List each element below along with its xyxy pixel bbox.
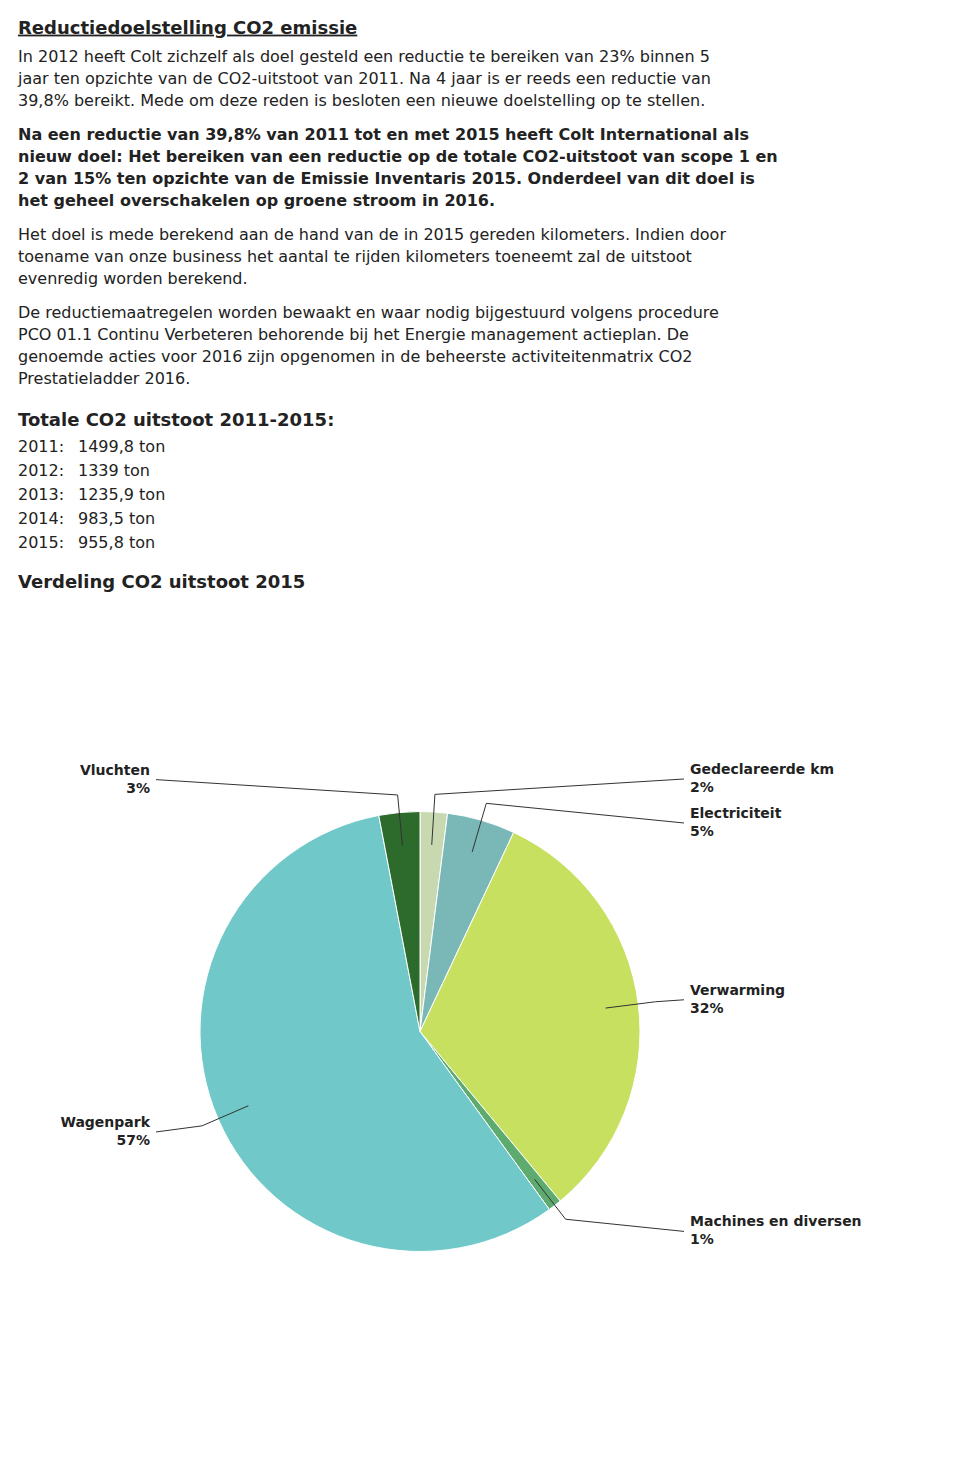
co2-year: 2015:: [18, 533, 64, 552]
paragraph-line: het geheel overschakelen op groene stroo…: [18, 191, 495, 210]
page-title: Reductiedoelstelling CO2 emissie: [18, 17, 357, 38]
paragraph-line: toename van onze business het aantal te …: [18, 247, 692, 266]
data-label: 3%: [126, 780, 150, 796]
co2-year: 2011:: [18, 437, 64, 456]
paragraph-line: nieuw doel: Het bereiken van een reducti…: [18, 147, 778, 166]
paragraph-line: 2 van 15% ten opzichte van de Emissie In…: [18, 169, 755, 188]
slice-label: Vluchten: [80, 762, 150, 778]
paragraph-line: evenredig worden berekend.: [18, 269, 248, 288]
co2-year: 2014:: [18, 509, 64, 528]
co2-year: 2013:: [18, 485, 64, 504]
leader-line: [156, 1106, 248, 1132]
paragraph-line: 39,8% bereikt. Mede om deze reden is bes…: [18, 91, 705, 110]
co2-value: 1499,8 ton: [78, 437, 165, 456]
slice-label: Electriciteit: [690, 805, 782, 821]
co2-value: 983,5 ton: [78, 509, 155, 528]
page: Reductiedoelstelling CO2 emissie In 2012 …: [0, 0, 960, 1473]
slice-label: Verwarming: [690, 982, 785, 998]
leader-line: [156, 780, 402, 846]
data-label: 1%: [690, 1231, 714, 1247]
paragraph-line: Prestatieladder 2016.: [18, 369, 190, 388]
chart-title: Verdeling CO2 uitstoot 2015: [18, 571, 305, 592]
leader-line: [432, 779, 684, 845]
data-label: 2%: [690, 779, 714, 795]
data-label: 5%: [690, 823, 714, 839]
data-label: 57%: [116, 1132, 150, 1148]
paragraph-line: genoemde acties voor 2016 zijn opgenomen…: [18, 347, 693, 366]
slice-label: Wagenpark: [60, 1114, 150, 1130]
paragraph-line: Na een reductie van 39,8% van 2011 tot e…: [18, 125, 749, 144]
slice-label: Gedeclareerde km: [690, 761, 834, 777]
paragraph-line: In 2012 heeft Colt zichzelf als doel ges…: [18, 47, 710, 66]
leader-line: [535, 1179, 684, 1231]
paragraph-line: PCO 01.1 Continu Verbeteren behorende bi…: [18, 325, 689, 344]
pie-labels: Gedeclareerde km 2% Electriciteit 5% Verwarm…: [60, 761, 861, 1247]
pie-slice: [200, 815, 549, 1251]
data-label: 32%: [690, 1000, 724, 1016]
paragraph-line: jaar ten opzichte van de CO2-uitstoot va…: [17, 69, 711, 88]
section-title: Totale CO2 uitstoot 2011-2015:: [18, 409, 334, 430]
pie-slice: [379, 812, 420, 1032]
slice-label: Machines en diversen: [690, 1213, 862, 1229]
pie: [200, 812, 640, 1252]
leader-line: [472, 803, 684, 852]
co2-year: 2012:: [18, 461, 64, 480]
co2-value: 1339 ton: [78, 461, 150, 480]
text-section: Reductiedoelstelling CO2 emissie In 2012 …: [17, 17, 778, 552]
leader-line: [606, 1000, 684, 1008]
paragraph-line: Het doel is mede berekend aan de hand va…: [18, 225, 726, 244]
paragraph-line: De reductiemaatregelen worden bewaakt en…: [18, 303, 719, 322]
co2-value: 1235,9 ton: [78, 485, 165, 504]
co2-value: 955,8 ton: [78, 533, 155, 552]
